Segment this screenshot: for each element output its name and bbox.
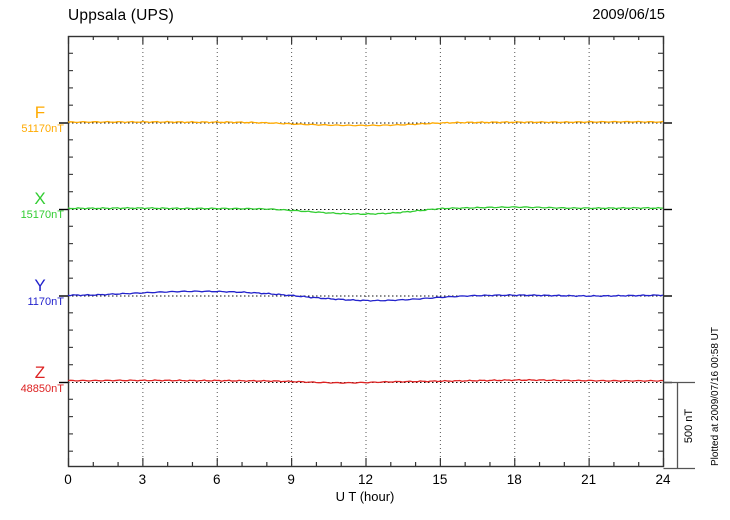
x-tick-label: 15 bbox=[432, 472, 447, 487]
x-tick-label: 6 bbox=[213, 472, 221, 487]
plotted-at-footnote: Plotted at 2009/07/16 00:58 UT bbox=[709, 326, 721, 466]
scale-bar bbox=[663, 381, 695, 470]
x-tick-label: 9 bbox=[287, 472, 295, 487]
scale-bar-label: 500 nT bbox=[683, 408, 695, 444]
series-baseline-y: 1170nT bbox=[27, 296, 65, 308]
observation-date: 2009/06/15 bbox=[592, 7, 665, 23]
series-name-f: F bbox=[34, 103, 46, 122]
x-tick-label: 21 bbox=[581, 472, 596, 487]
series-baseline-f: 51170nT bbox=[21, 123, 64, 135]
x-ticks bbox=[67, 36, 665, 466]
x-tick-labels: 0 3 6 9 12 15 18 21 24 bbox=[64, 472, 671, 487]
trace-y bbox=[67, 290, 664, 302]
series-label-f: F 51170nT bbox=[6, 104, 64, 136]
x-tick-label: 3 bbox=[139, 472, 147, 487]
scale-bar-label-wrap: 500 nT bbox=[679, 384, 699, 468]
series-name-z: Z bbox=[34, 363, 46, 382]
x-tick-label: 12 bbox=[358, 472, 373, 487]
series-label-x: X 15170nT bbox=[6, 190, 64, 222]
plotted-at-footnote-wrap: Plotted at 2009/07/16 00:58 UT bbox=[704, 324, 726, 468]
station-title: Uppsala (UPS) bbox=[68, 7, 174, 24]
trace-x bbox=[67, 206, 663, 216]
x-tick-label: 18 bbox=[507, 472, 522, 487]
series-baseline-z: 48850nT bbox=[20, 383, 64, 395]
series-baseline-x: 15170nT bbox=[20, 209, 64, 221]
x-gridlines bbox=[142, 36, 590, 466]
series-label-y: Y 1170nT bbox=[6, 276, 65, 309]
trace-f bbox=[67, 120, 664, 127]
x-tick-label: 24 bbox=[655, 472, 671, 487]
series-name-y: Y bbox=[34, 276, 46, 295]
x-tick-label: 0 bbox=[64, 472, 72, 487]
trace-z bbox=[67, 378, 664, 384]
series-name-x: X bbox=[34, 189, 46, 208]
x-axis-title: U T (hour) bbox=[335, 489, 395, 504]
series-label-z: Z 48850nT bbox=[6, 364, 64, 396]
